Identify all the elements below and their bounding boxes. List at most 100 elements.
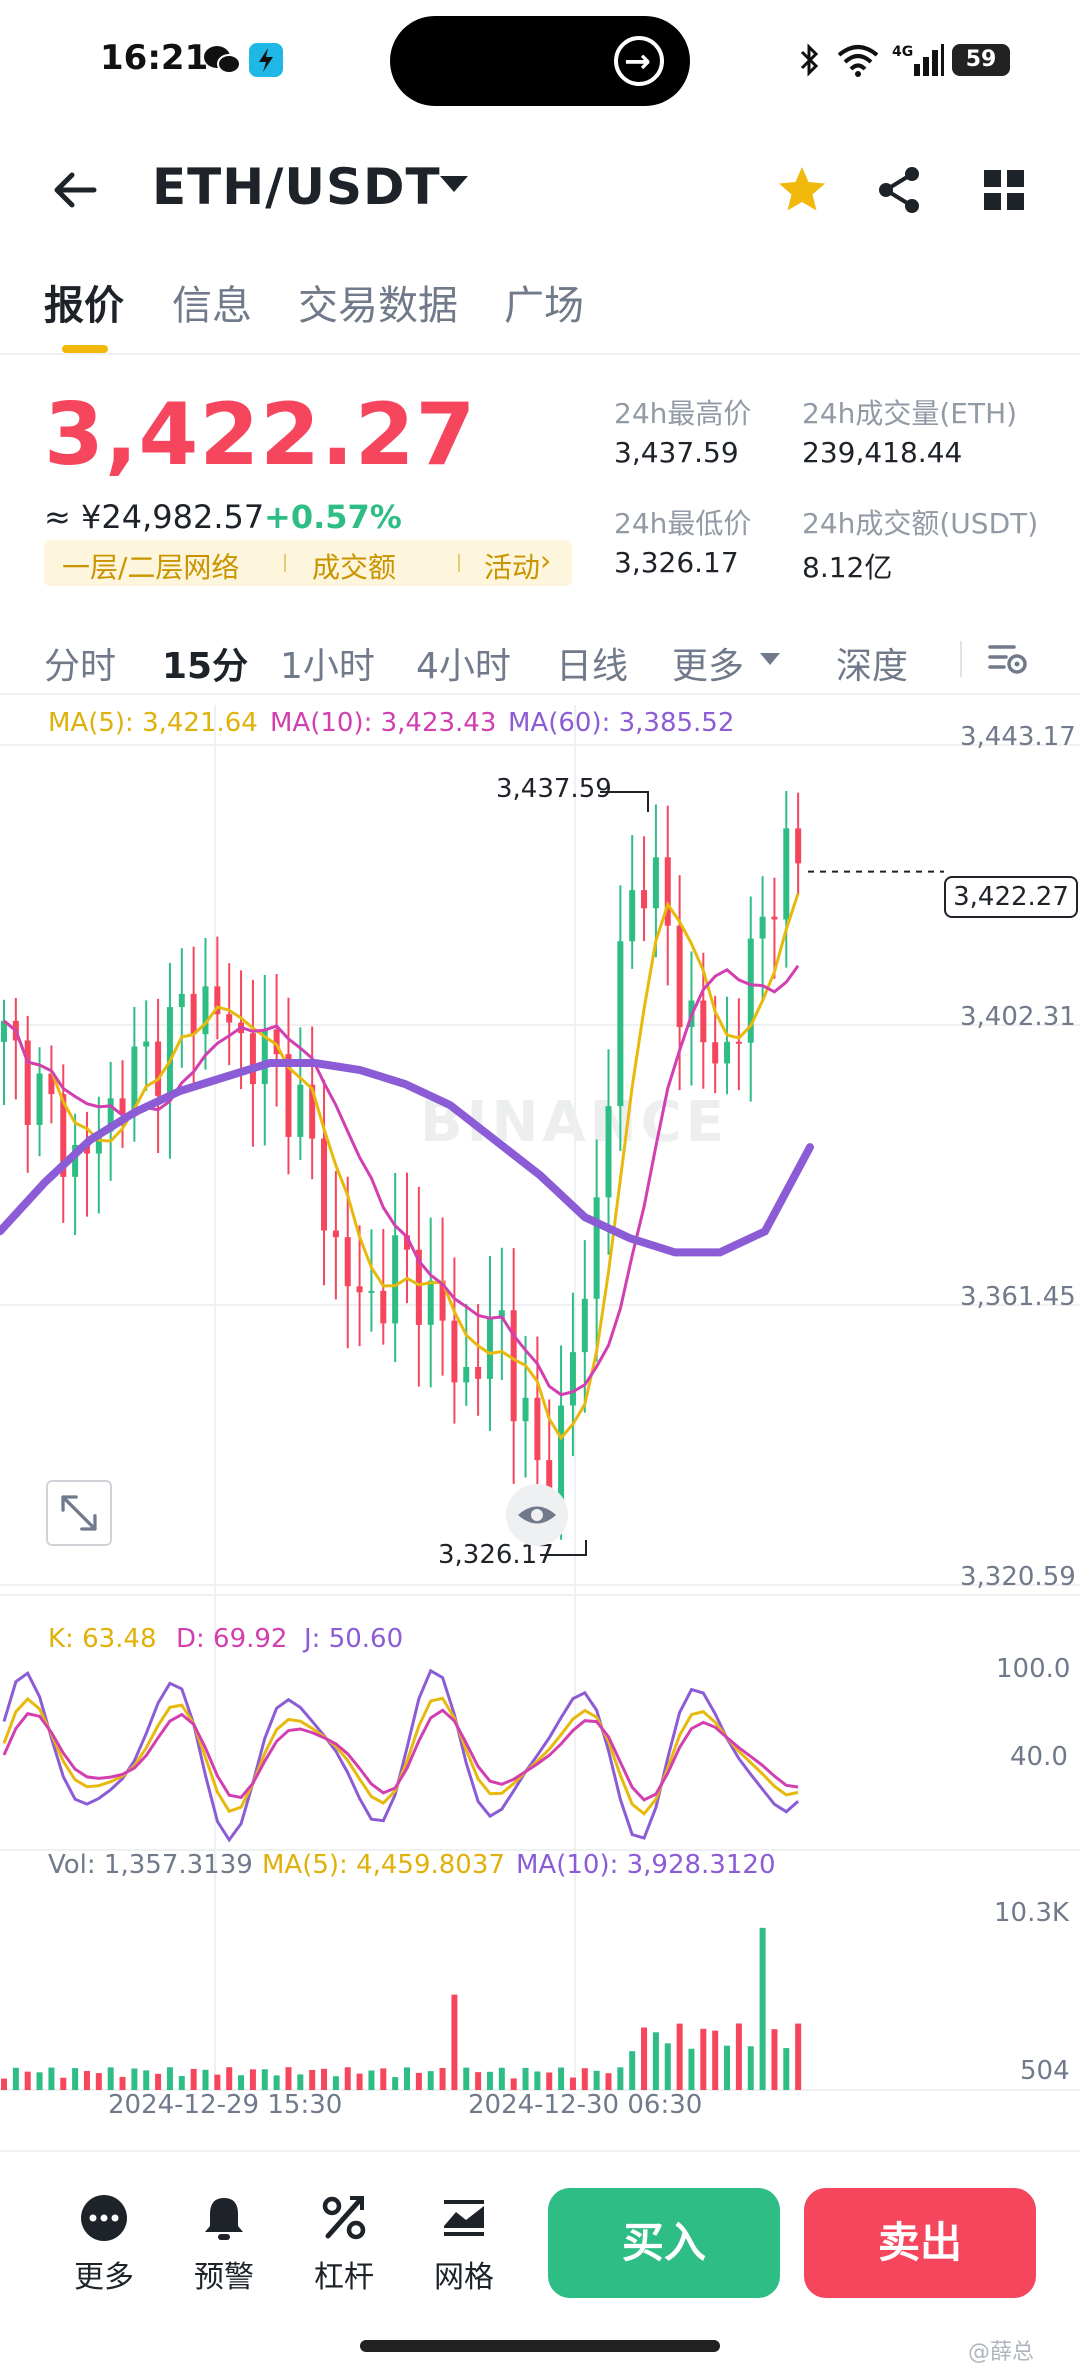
bottom-alert-button[interactable]: 预警 <box>174 2192 274 2296</box>
volume-bar <box>664 2043 671 2090</box>
volume-bar <box>214 2074 221 2090</box>
tag-bar[interactable]: 一层/二层网络 成交额 活动 › <box>44 540 572 586</box>
volume-bar <box>546 2072 553 2090</box>
chevron-right-icon[interactable]: › <box>540 544 552 577</box>
tab-info[interactable]: 信息 <box>172 283 252 329</box>
candle-body <box>380 1290 387 1324</box>
candle-body <box>95 1131 102 1154</box>
volume-bar <box>285 2067 292 2090</box>
eye-icon[interactable] <box>506 1484 568 1546</box>
header: ETH/USDT <box>0 140 1080 250</box>
volume-bar <box>676 2023 683 2090</box>
interval-15m[interactable]: 15分 <box>162 646 249 687</box>
candle-body <box>332 1230 339 1238</box>
ma10-legend: MA(10): 3,423.43 <box>270 708 497 738</box>
bluetooth-icon <box>800 43 819 77</box>
grid-icon[interactable] <box>976 162 1032 218</box>
stat-high-value: 3,437.59 <box>614 436 739 469</box>
leverage-percent-icon <box>322 2196 366 2240</box>
volume-bar <box>344 2067 351 2090</box>
volume-axis-label: 504 <box>1020 2056 1070 2086</box>
tag-network[interactable]: 一层/二层网络 <box>62 551 240 584</box>
volume-bar <box>581 2068 588 2090</box>
candle-body <box>641 890 648 909</box>
candlestick-chart[interactable] <box>0 700 1080 2100</box>
volume-bar <box>226 2067 233 2090</box>
volume-bar <box>759 1927 766 2090</box>
candle-body <box>759 916 766 939</box>
tab-square[interactable]: 广场 <box>504 283 584 329</box>
volume-bar <box>72 2068 79 2090</box>
pair-title[interactable]: ETH/USDT <box>152 158 441 216</box>
date-axis-label: 2024-12-29 15:30 <box>108 2090 343 2120</box>
bottom-more-button[interactable]: 更多 <box>54 2192 154 2296</box>
volume-bar <box>107 2067 114 2090</box>
candle-body <box>249 1033 256 1085</box>
buy-button[interactable]: 买入 <box>548 2188 780 2298</box>
chart-settings-icon[interactable] <box>986 637 1030 681</box>
volume-bar <box>617 2067 624 2090</box>
candle-body <box>605 1106 612 1198</box>
volume-bar <box>735 2023 742 2090</box>
login-arrow-icon <box>614 36 664 86</box>
candle-body <box>522 1397 529 1422</box>
candle-body <box>72 1145 79 1177</box>
volume-bar <box>700 2028 707 2090</box>
tab-trading-data[interactable]: 交易数据 <box>298 283 458 329</box>
watermark-corner: @薛总 <box>968 2340 1035 2365</box>
sell-button[interactable]: 卖出 <box>804 2188 1036 2298</box>
candle-body <box>735 1041 742 1044</box>
tag-turnover[interactable]: 成交额 <box>312 551 397 584</box>
home-indicator[interactable] <box>360 2340 720 2352</box>
back-arrow-icon[interactable] <box>46 160 106 220</box>
tag-divider <box>284 554 286 572</box>
stat-vol-usdt-label: 24h成交额(USDT) <box>802 507 1039 540</box>
volume-bar <box>629 2051 636 2090</box>
candle-body <box>119 1098 126 1115</box>
bottom-grid-button[interactable]: 网格 <box>414 2192 514 2296</box>
interval-timeshare[interactable]: 分时 <box>44 646 117 687</box>
main-tabs: 报价 信息 交易数据 广场 <box>0 265 1080 355</box>
pair-dropdown-icon[interactable] <box>440 176 468 192</box>
volume-bar <box>83 2070 90 2090</box>
more-dropdown-icon[interactable] <box>760 653 780 665</box>
kdj-d-line <box>2 1708 799 1802</box>
kdj-axis-label: 100.0 <box>996 1654 1071 1684</box>
tag-activity[interactable]: 活动 <box>484 551 541 584</box>
volume-bar <box>392 2077 399 2090</box>
bottom-leverage-label: 杠杆 <box>314 2260 374 2295</box>
candle-body <box>486 1318 493 1379</box>
star-icon[interactable] <box>774 162 830 218</box>
candle-body <box>652 857 659 909</box>
candle-body <box>724 1041 731 1064</box>
bottom-leverage-button[interactable]: 杠杆 <box>294 2192 394 2296</box>
interval-4h[interactable]: 4小时 <box>416 646 511 687</box>
candle-body <box>190 993 197 1035</box>
bottom-alert-label: 预警 <box>194 2260 254 2295</box>
app-notification-icon <box>249 43 283 77</box>
interval-more[interactable]: 更多 <box>672 646 745 687</box>
volume-bar <box>24 2071 31 2090</box>
candle-body <box>309 1084 316 1139</box>
volume-bar <box>368 2070 375 2090</box>
high-marker-line <box>600 791 649 812</box>
battery-icon: 59 <box>952 44 1010 76</box>
candle-body <box>202 986 209 1035</box>
kdj-k-legend: K: 63.48 <box>48 1624 157 1654</box>
high-marker-label: 3,437.59 <box>496 774 612 804</box>
tab-quote[interactable]: 报价 <box>44 283 124 329</box>
grid-trading-icon <box>444 2200 484 2236</box>
candle-body <box>344 1237 351 1287</box>
kdj-axis-label: 40.0 <box>1010 1742 1068 1772</box>
volume-bar <box>238 2075 245 2090</box>
candle-body <box>498 1310 505 1319</box>
interval-depth[interactable]: 深度 <box>836 646 909 687</box>
dynamic-island <box>390 16 690 106</box>
interval-daily[interactable]: 日线 <box>556 646 629 687</box>
share-icon[interactable] <box>872 162 928 218</box>
candle-body <box>404 1235 410 1250</box>
candle-body <box>712 1042 719 1064</box>
volume-bar <box>475 2072 482 2090</box>
interval-1h[interactable]: 1小时 <box>280 646 375 687</box>
expand-chart-icon[interactable] <box>46 1480 112 1546</box>
